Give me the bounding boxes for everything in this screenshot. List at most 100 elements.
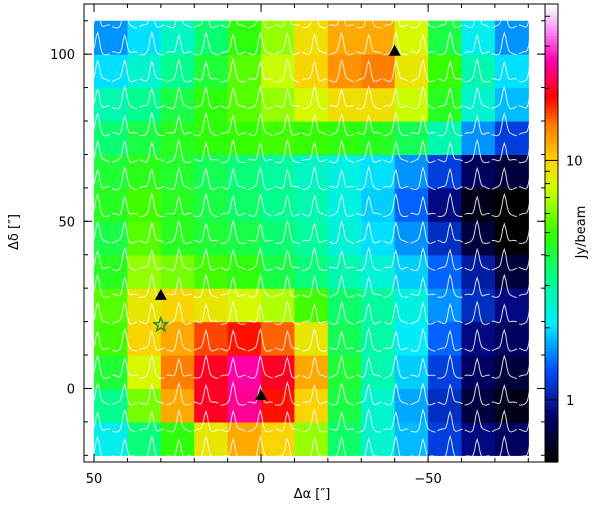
spectrum-line <box>356 221 382 244</box>
spectrum-line <box>301 60 328 82</box>
spectrum-line <box>356 437 382 459</box>
colorbar-segment <box>545 72 558 77</box>
heatmap-cell <box>361 288 396 323</box>
spectrum-line <box>139 329 165 351</box>
spectrum-line <box>84 111 111 137</box>
spectrum-line <box>193 328 219 352</box>
spectrum-line <box>138 248 165 271</box>
spectrum-line <box>247 60 273 81</box>
spectrum-line <box>220 356 246 378</box>
spectrum-line <box>247 303 273 323</box>
heatmap-cell <box>494 421 529 456</box>
colorbar-segment <box>545 399 558 403</box>
heatmap-cells <box>94 20 529 456</box>
x-tick-label: 0 <box>257 472 265 487</box>
colorbar-segment <box>545 336 558 340</box>
heatmap-cell <box>261 421 296 456</box>
spectrum-line <box>437 354 463 379</box>
colorbar-segment <box>545 109 558 114</box>
spectrum-line <box>274 249 301 270</box>
spectrum-line <box>518 57 545 83</box>
colorbar-segment <box>545 293 558 297</box>
colorbar-segment <box>545 147 558 151</box>
heatmap-cell <box>494 355 529 390</box>
heatmap-cell <box>227 254 262 289</box>
spectrum-line <box>247 384 273 404</box>
spectrum-line <box>301 436 328 460</box>
spectrum-line <box>356 114 382 136</box>
spectrum-line <box>139 30 165 56</box>
colorbar-segment <box>545 115 558 120</box>
colorbar-segment <box>545 26 558 31</box>
colorbar-segment <box>545 238 558 243</box>
spectrum-line <box>356 33 382 55</box>
colorbar-segment <box>545 318 558 323</box>
heatmap-cell <box>127 355 162 390</box>
spectrum-line <box>274 6 301 28</box>
spectrum-line <box>356 407 382 433</box>
spectrum-line <box>410 85 436 110</box>
spectrum-line <box>383 410 409 432</box>
spectrum-line <box>111 220 138 244</box>
spectrum-line <box>139 60 165 82</box>
colorbar-segment <box>545 310 558 314</box>
colorbar-segment <box>545 227 558 231</box>
spectrum-line <box>328 249 355 270</box>
spectrum-line <box>491 4 518 29</box>
colorbar-segment <box>545 164 558 168</box>
heatmap-cell <box>261 355 296 390</box>
spectrum-line <box>193 303 219 324</box>
spectrum-line <box>220 219 246 245</box>
spectrum-line <box>166 5 192 29</box>
colorbar-segment <box>545 49 558 54</box>
heatmap-cell <box>394 154 429 189</box>
spectrum-line <box>112 33 138 54</box>
spectrum-line <box>112 357 138 378</box>
spectrum-line <box>112 276 138 297</box>
y-axis-label: Δδ [″] <box>7 214 22 250</box>
spectrum-line <box>139 354 165 379</box>
heatmap-cell <box>461 121 496 156</box>
heatmap-cell <box>428 154 463 189</box>
colorbar-segment <box>545 55 558 59</box>
colorbar-segment <box>545 424 558 429</box>
spectrum-line <box>491 303 518 324</box>
spectrum-line <box>112 195 138 216</box>
spectrum-line <box>274 194 301 217</box>
spectrum-line <box>410 4 436 29</box>
spectrum-line <box>491 435 517 460</box>
colorbar-segment <box>545 384 558 389</box>
spectrum-line <box>139 410 165 432</box>
spectrum-line <box>166 85 192 110</box>
spectrum-line <box>491 60 518 81</box>
spectrum-line <box>410 357 436 378</box>
colorbar-segment <box>545 135 558 140</box>
colorbar-label: Jy/beam <box>574 206 589 260</box>
spectrum-line <box>193 166 219 190</box>
colorbar-segment <box>545 84 558 88</box>
spectrum-line <box>301 32 328 55</box>
triangle-marker <box>255 389 268 401</box>
spectrum-line <box>301 113 328 136</box>
colorbar-segment <box>545 192 558 197</box>
spectrum-line <box>383 249 409 270</box>
colorbar-segment <box>545 144 558 148</box>
spectrum-line <box>139 111 165 137</box>
spectrum-line <box>437 30 463 56</box>
colorbar-segment <box>545 444 558 449</box>
colorbar-segment <box>545 287 558 291</box>
y-tick-label: 100 <box>50 48 75 63</box>
spectrum-line <box>383 192 409 217</box>
spectrum-line <box>410 195 436 216</box>
spectrum-line <box>84 273 111 298</box>
spectrum-line <box>464 114 490 135</box>
spectrum-line <box>355 140 382 163</box>
spectrum-line <box>328 274 355 298</box>
colorbar-segment <box>545 453 558 457</box>
heatmap-cell <box>194 187 229 222</box>
colorbar-segment <box>545 198 558 203</box>
heatmap-cell <box>327 121 362 156</box>
heatmap-cell <box>361 355 396 390</box>
spectrum-line <box>220 57 246 83</box>
spectrum-line <box>356 165 382 191</box>
